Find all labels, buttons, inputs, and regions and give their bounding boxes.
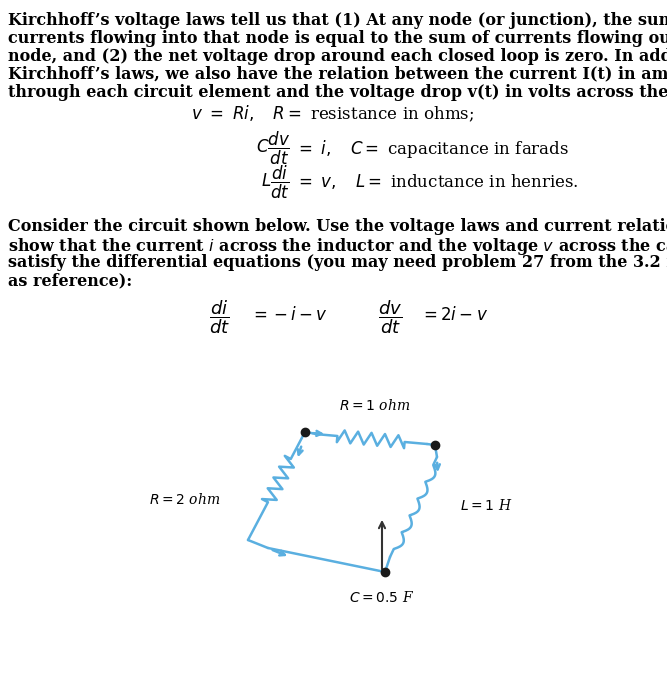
Text: $C = 0.5$ F: $C = 0.5$ F <box>350 590 415 605</box>
Text: $C\dfrac{dv}{dt}$: $C\dfrac{dv}{dt}$ <box>255 130 290 167</box>
Text: $\dfrac{di}{dt}$: $\dfrac{di}{dt}$ <box>209 298 231 336</box>
Text: $= 2i - v$: $= 2i - v$ <box>420 306 488 324</box>
Text: as reference):: as reference): <box>8 272 132 289</box>
Text: $L\dfrac{di}{dt}$: $L\dfrac{di}{dt}$ <box>261 164 290 201</box>
Text: $v \ = \ Ri, \quad R =$ resistance in ohms;: $v \ = \ Ri, \quad R =$ resistance in oh… <box>191 104 475 125</box>
Text: Kirchhoff’s voltage laws tell us that (1) At any node (or junction), the sum of: Kirchhoff’s voltage laws tell us that (1… <box>8 12 667 29</box>
Text: $R = 2$ ohm: $R = 2$ ohm <box>149 493 220 507</box>
Text: $R = 1$ ohm: $R = 1$ ohm <box>340 398 411 413</box>
Text: $L = 1$ H: $L = 1$ H <box>460 499 512 513</box>
Text: show that the current $i$ across the inductor and the voltage $v$ across the cap: show that the current $i$ across the ind… <box>8 236 667 257</box>
Text: node, and (2) the net voltage drop around each closed loop is zero. In addition : node, and (2) the net voltage drop aroun… <box>8 48 667 65</box>
Text: through each circuit element and the voltage drop v(t) in volts across the eleme: through each circuit element and the vol… <box>8 84 667 101</box>
Text: satisfy the differential equations (you may need problem 27 from the 3.2 in the : satisfy the differential equations (you … <box>8 254 667 271</box>
Text: $= \ i, \quad C =$ capacitance in farads: $= \ i, \quad C =$ capacitance in farads <box>295 138 569 160</box>
Text: Consider the circuit shown below. Use the voltage laws and current relationship : Consider the circuit shown below. Use th… <box>8 218 667 235</box>
Text: $= \ v, \quad L =$ inductance in henries.: $= \ v, \quad L =$ inductance in henries… <box>295 172 579 191</box>
Text: currents flowing into that node is equal to the sum of currents flowing out of t: currents flowing into that node is equal… <box>8 30 667 47</box>
Text: $\dfrac{dv}{dt}$: $\dfrac{dv}{dt}$ <box>378 298 402 336</box>
Text: Kirchhoff’s laws, we also have the relation between the current I(t) in amperes: Kirchhoff’s laws, we also have the relat… <box>8 66 667 83</box>
Text: $= -i - v$: $= -i - v$ <box>250 306 328 324</box>
